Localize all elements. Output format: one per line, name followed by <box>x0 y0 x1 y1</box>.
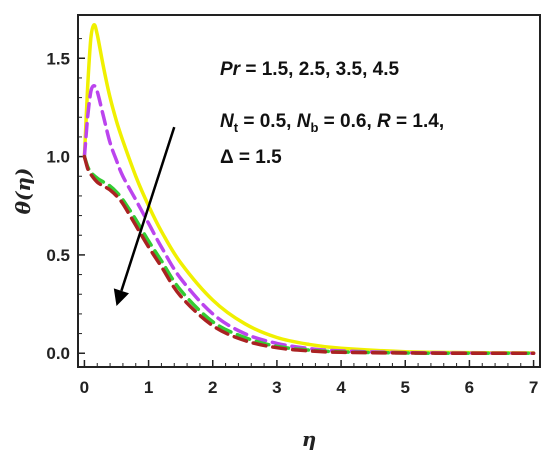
trend-arrow-shaft <box>120 126 176 292</box>
series-line-4 <box>82 154 536 355</box>
plot-frame <box>77 14 541 368</box>
annotation-line-2: Nt = 0.5, Nb = 0.6, R = 1.4, <box>220 111 444 135</box>
x-tick-label: 5 <box>401 378 410 397</box>
annotation-line-1: Pr = 1.5, 2.5, 3.5, 4.5 <box>220 59 399 80</box>
y-tick-label: 0.5 <box>46 246 70 265</box>
y-tick-label: 0.0 <box>46 344 70 363</box>
x-tick-label: 0 <box>80 378 89 397</box>
annotation-line-3: Δ = 1.5 <box>220 147 282 168</box>
y-tick-label: 1.0 <box>46 148 70 167</box>
y-axis-title: θ(η) <box>11 168 35 215</box>
x-tick-label: 4 <box>336 378 346 397</box>
x-tick-label: 1 <box>144 378 153 397</box>
x-axis-title: η <box>302 427 317 451</box>
x-tick-label: 6 <box>465 378 474 397</box>
x-tick-label: 2 <box>208 378 217 397</box>
x-tick-label: 7 <box>529 378 538 397</box>
arrow-layer <box>113 126 176 306</box>
y-tick-label: 1.5 <box>46 49 70 68</box>
x-tick-label: 3 <box>272 378 281 397</box>
axis-ticks: 0 1 2 3 4 5 6 7 0.0 0.5 1.0 1.5 <box>46 38 538 397</box>
trend-arrow-head <box>113 288 129 306</box>
